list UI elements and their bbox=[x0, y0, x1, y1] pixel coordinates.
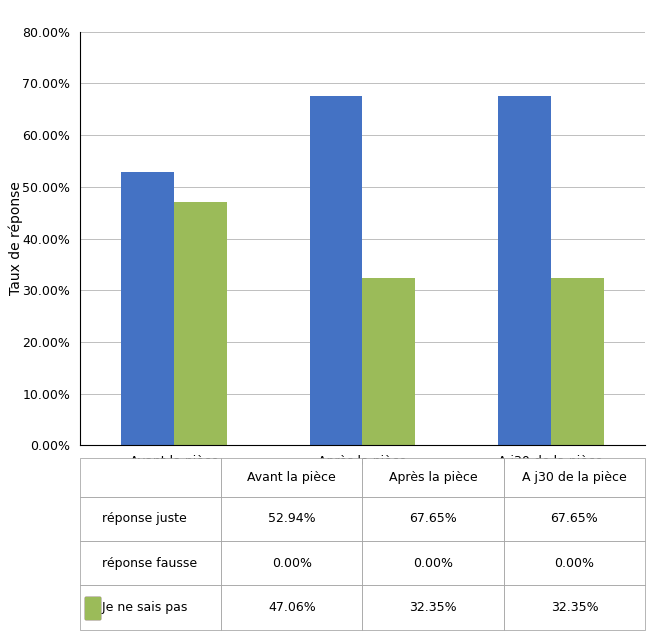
FancyBboxPatch shape bbox=[85, 597, 100, 619]
Bar bbox=[310, 95, 362, 445]
Bar bbox=[121, 172, 174, 445]
Bar bbox=[362, 278, 415, 445]
Bar bbox=[551, 278, 604, 445]
Y-axis label: Taux de réponse: Taux de réponse bbox=[9, 182, 23, 295]
FancyBboxPatch shape bbox=[85, 597, 100, 619]
Bar bbox=[174, 202, 227, 445]
Bar bbox=[498, 95, 551, 445]
FancyBboxPatch shape bbox=[85, 597, 100, 619]
